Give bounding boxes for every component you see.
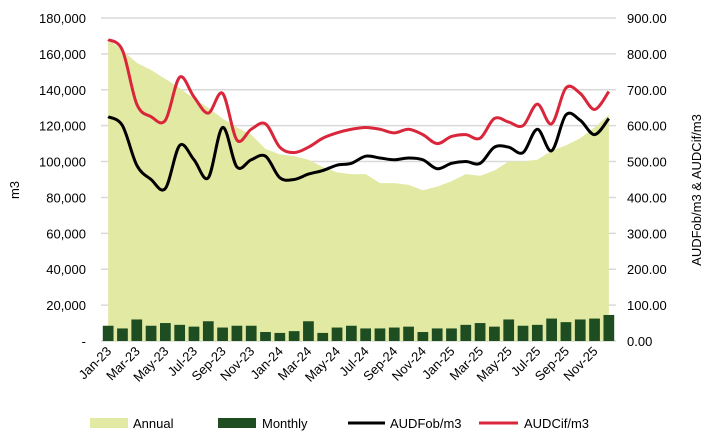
monthly-bars-layer (102, 314, 615, 341)
monthly-bar (388, 327, 400, 341)
annual-area-layer (108, 39, 609, 342)
y2-tick-label: 900.00 (627, 11, 667, 26)
y2-tick-label: 0.00 (627, 334, 652, 349)
y-tick-label: - (82, 334, 86, 349)
y2-tick-label: 100.00 (627, 298, 667, 313)
y-tick-label: 140,000 (39, 83, 86, 98)
monthly-bar (517, 325, 529, 341)
monthly-bar (345, 325, 357, 341)
monthly-bar (417, 332, 429, 341)
monthly-bar (403, 326, 414, 341)
monthly-bar (274, 332, 286, 341)
legend-label-audfob: AUDFob/m3 (390, 416, 462, 431)
monthly-bar (202, 321, 214, 341)
monthly-bar (245, 325, 257, 341)
left-axis-title: m3 (7, 181, 22, 199)
monthly-bar (160, 323, 171, 341)
monthly-bar (603, 314, 615, 341)
y-tick-label: 160,000 (39, 47, 86, 62)
monthly-bar (117, 328, 128, 341)
x-axis-ticks: Jan-23Mar-23May-23Jul-23Sep-23Nov-23Jan-… (76, 344, 601, 385)
monthly-bar (145, 325, 157, 341)
y-tick-label: 40,000 (46, 262, 86, 277)
right-axis-title: AUDFob/m3 & AUDCif/m3 (689, 114, 704, 266)
monthly-bar (474, 323, 486, 341)
monthly-bar (288, 331, 300, 341)
y2-tick-label: 200.00 (627, 262, 667, 277)
monthly-bar (431, 328, 443, 341)
monthly-bar (374, 328, 386, 341)
left-axis-ticks: - 20,000 40,000 60,000 80,000 100,000 120,000 1… (39, 11, 86, 349)
monthly-bar (174, 324, 186, 341)
monthly-bar (131, 319, 143, 341)
monthly-bar (503, 319, 515, 341)
legend-swatch-monthly (218, 418, 256, 428)
monthly-bar (574, 319, 586, 341)
annual-area (108, 39, 609, 342)
right-axis-ticks: 0.00 100.00 200.00 300.00 400.00 500.00 600.00… (627, 11, 667, 349)
y-tick-label: 60,000 (46, 226, 86, 241)
y-tick-label: 100,000 (39, 155, 86, 170)
monthly-bar (102, 325, 114, 341)
legend-label-audcif: AUDCif/m3 (524, 416, 589, 431)
audfob-line (107, 111, 611, 192)
monthly-bar (231, 325, 243, 341)
monthly-bar (188, 326, 200, 341)
monthly-bar (489, 326, 500, 341)
monthly-bar (360, 328, 372, 341)
monthly-bar (589, 318, 600, 341)
legend-swatch-annual (90, 418, 128, 428)
y2-tick-label: 700.00 (627, 83, 667, 98)
monthly-bar (446, 328, 457, 341)
legend: Annual Monthly AUDFob/m3 AUDCif/m3 (90, 416, 589, 431)
y2-tick-label: 800.00 (627, 47, 667, 62)
monthly-bar (531, 324, 543, 341)
y2-tick-label: 400.00 (627, 190, 667, 205)
audcif-line (107, 38, 611, 155)
monthly-bar (460, 324, 472, 341)
y2-tick-label: 500.00 (627, 155, 667, 170)
monthly-bar (303, 321, 314, 341)
y2-tick-label: 600.00 (627, 119, 667, 134)
legend-label-monthly: Monthly (262, 416, 308, 431)
monthly-bar (317, 332, 329, 341)
y-tick-label: 80,000 (46, 190, 86, 205)
y-tick-label: 20,000 (46, 298, 86, 313)
y2-tick-label: 300.00 (627, 226, 667, 241)
y-tick-label: 180,000 (39, 11, 86, 26)
monthly-bar (546, 318, 557, 341)
monthly-bar (560, 322, 572, 341)
y-tick-label: 120,000 (39, 119, 86, 134)
monthly-bar (331, 327, 343, 341)
price-lines-layer (107, 38, 611, 192)
legend-label-annual: Annual (133, 416, 174, 431)
monthly-bar (260, 332, 271, 341)
monthly-bar (217, 327, 228, 341)
